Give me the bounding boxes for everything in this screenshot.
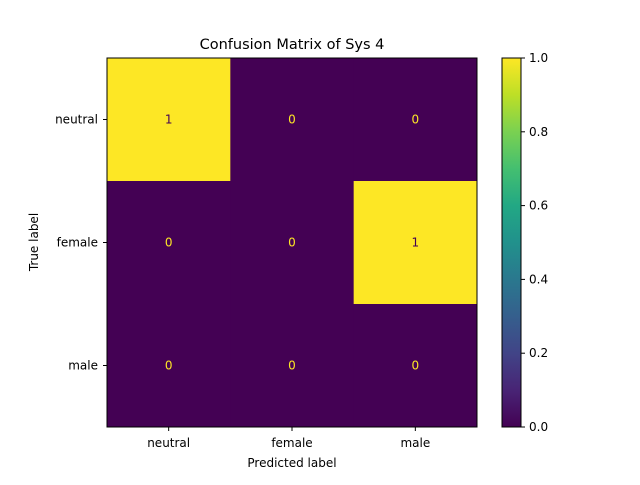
y-axis-ticks: neutral female male (55, 113, 107, 373)
cell-value-label: 0 (288, 236, 296, 250)
cell-value-label: 1 (165, 113, 173, 127)
heatmap-cell-neutral-female (230, 58, 355, 182)
cell-value-label: 1 (412, 236, 420, 250)
y-tick-label: female (57, 236, 98, 250)
cell-value-label: 0 (288, 113, 296, 127)
x-tick-label: male (400, 436, 430, 450)
heatmap-cell-neutral-male (353, 58, 478, 182)
cell-value-label: 0 (165, 359, 173, 373)
heatmap-cell-female-female (230, 181, 355, 305)
x-tick-label: female (271, 436, 312, 450)
colorbar-tick-label: 0.6 (529, 199, 548, 213)
y-axis-label: True label (27, 213, 41, 272)
heatmap-cell-female-male (353, 181, 478, 305)
x-tick-label: neutral (147, 436, 190, 450)
cell-value-label: 0 (288, 359, 296, 373)
colorbar-tick-label: 0.8 (529, 125, 548, 139)
cell-value-label: 0 (412, 113, 420, 127)
heatmap-cell-female-neutral (107, 181, 231, 305)
x-axis-label: Predicted label (247, 456, 336, 470)
y-tick-label: male (68, 359, 98, 373)
heatmap-cell-male-neutral (107, 304, 231, 428)
heatmap-cell-neutral-neutral (107, 58, 231, 182)
colorbar-tick-label: 0.0 (529, 420, 548, 434)
heatmap-cell-labels: 1 0 0 0 0 1 0 0 0 (165, 113, 419, 373)
y-tick-label: neutral (55, 113, 98, 127)
cell-value-label: 0 (165, 236, 173, 250)
colorbar-ticks: 0.0 0.2 0.4 0.6 0.8 1.0 (521, 51, 548, 434)
heatmap-cell-male-male (353, 304, 478, 428)
x-axis-ticks: neutral female male (147, 427, 430, 450)
heatmap-cell-male-female (230, 304, 355, 428)
chart-title: Confusion Matrix of Sys 4 (200, 37, 385, 53)
cell-value-label: 0 (412, 359, 420, 373)
colorbar (501, 57, 522, 428)
colorbar-tick-label: 0.2 (529, 346, 548, 360)
colorbar-tick-label: 0.4 (529, 272, 548, 286)
heatmap-cells (107, 58, 478, 428)
colorbar-tick-label: 1.0 (529, 51, 548, 65)
